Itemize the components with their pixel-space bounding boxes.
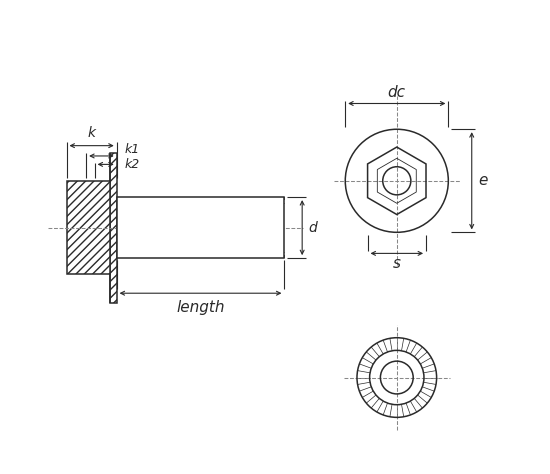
- Text: k1: k1: [124, 143, 139, 156]
- Text: k: k: [87, 126, 96, 139]
- Polygon shape: [110, 153, 117, 302]
- Polygon shape: [67, 181, 110, 274]
- Text: length: length: [176, 300, 225, 315]
- Text: e: e: [478, 173, 488, 188]
- Text: d: d: [308, 220, 317, 235]
- Text: dc: dc: [388, 85, 406, 100]
- Text: s: s: [393, 256, 401, 271]
- Polygon shape: [117, 197, 284, 258]
- Text: k2: k2: [124, 158, 139, 171]
